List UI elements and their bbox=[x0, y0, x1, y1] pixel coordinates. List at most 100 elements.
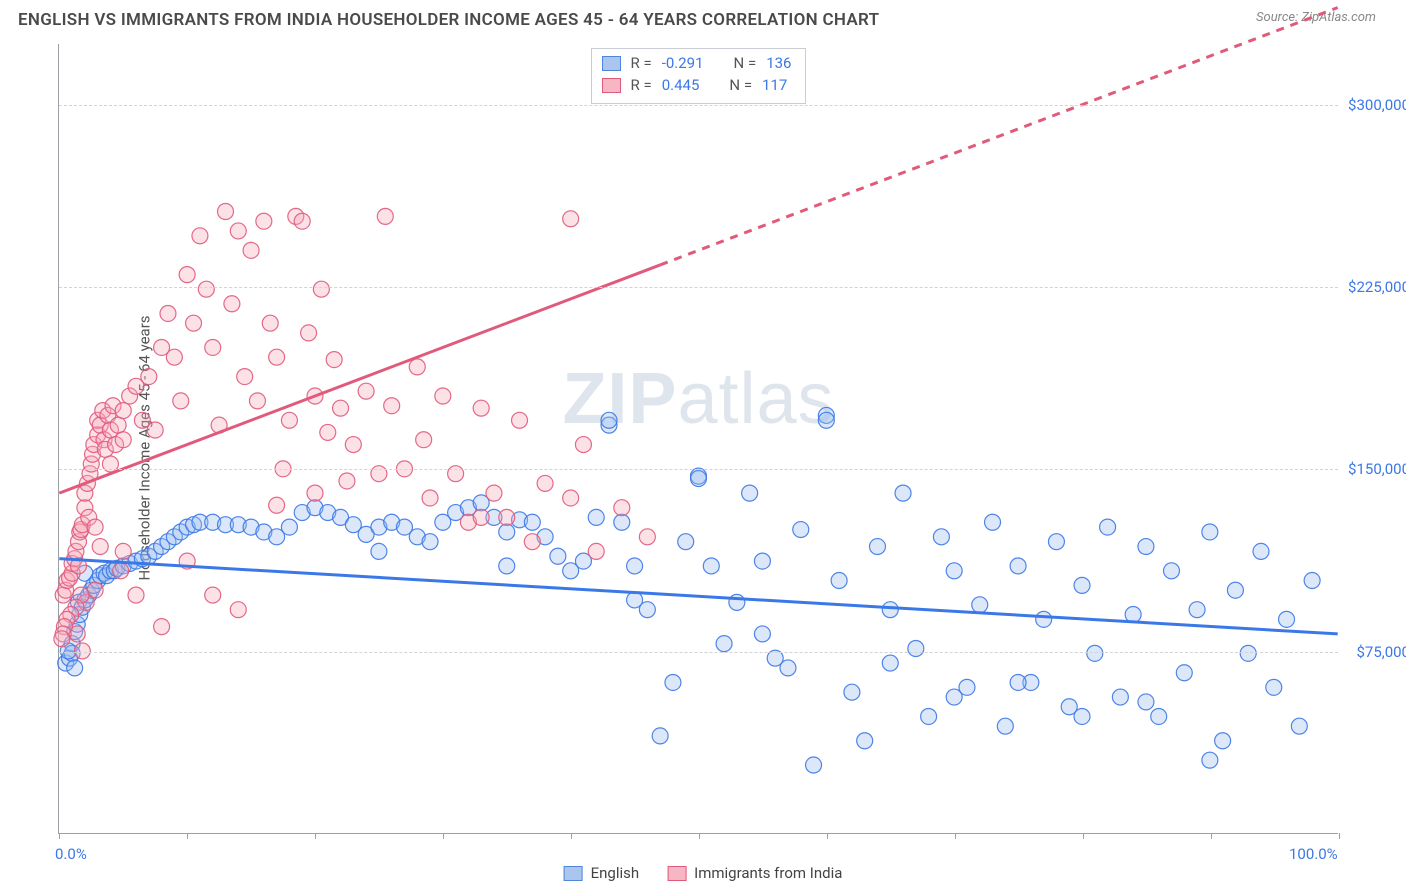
scatter-point bbox=[678, 534, 694, 550]
scatter-point bbox=[1291, 718, 1307, 734]
scatter-point bbox=[281, 412, 297, 428]
scatter-point bbox=[115, 543, 131, 559]
scatter-point bbox=[110, 417, 126, 433]
scatter-point bbox=[269, 349, 285, 365]
scatter-point bbox=[882, 655, 898, 671]
scatter-point bbox=[205, 587, 221, 603]
scatter-point bbox=[281, 519, 297, 535]
scatter-point bbox=[895, 485, 911, 501]
source-attribution: Source: ZipAtlas.com bbox=[1256, 10, 1376, 25]
gridline bbox=[59, 287, 1338, 288]
scatter-point bbox=[588, 509, 604, 525]
scatter-point bbox=[946, 689, 962, 705]
trend-line bbox=[59, 559, 1337, 634]
stat-value: 0.445 bbox=[662, 75, 700, 97]
scatter-point bbox=[524, 534, 540, 550]
gridline bbox=[59, 105, 1338, 106]
scatter-point bbox=[192, 228, 208, 244]
scatter-point bbox=[147, 422, 163, 438]
scatter-point bbox=[831, 573, 847, 589]
scatter-point bbox=[1266, 679, 1282, 695]
scatter-point bbox=[230, 223, 246, 239]
scatter-point bbox=[780, 660, 796, 676]
scatter-point bbox=[563, 490, 579, 506]
scatter-point bbox=[256, 213, 272, 229]
scatter-point bbox=[173, 393, 189, 409]
scatter-point bbox=[1202, 752, 1218, 768]
x-tick bbox=[59, 833, 60, 839]
stats-row: R =0.445N =117 bbox=[602, 75, 792, 97]
scatter-point bbox=[384, 398, 400, 414]
scatter-point bbox=[377, 208, 393, 224]
scatter-point bbox=[1074, 708, 1090, 724]
scatter-point bbox=[1074, 577, 1090, 593]
scatter-point bbox=[806, 757, 822, 773]
scatter-point bbox=[448, 466, 464, 482]
scatter-point bbox=[921, 708, 937, 724]
scatter-point bbox=[550, 548, 566, 564]
scatter-point bbox=[128, 587, 144, 603]
scatter-point bbox=[339, 473, 355, 489]
scatter-point bbox=[972, 597, 988, 613]
scatter-point bbox=[422, 490, 438, 506]
scatter-point bbox=[1227, 582, 1243, 598]
legend-swatch bbox=[602, 78, 621, 93]
scatter-point bbox=[499, 509, 515, 525]
scatter-point bbox=[882, 602, 898, 618]
scatter-point bbox=[1240, 645, 1256, 661]
scatter-point bbox=[1138, 539, 1154, 555]
scatter-point bbox=[601, 412, 617, 428]
stat-value: -0.291 bbox=[662, 53, 704, 75]
gridline bbox=[59, 652, 1338, 653]
scatter-point bbox=[563, 211, 579, 227]
scatter-point bbox=[205, 339, 221, 355]
scatter-point bbox=[115, 403, 131, 419]
scatter-point bbox=[588, 543, 604, 559]
scatter-point bbox=[160, 305, 176, 321]
scatter-point bbox=[691, 471, 707, 487]
x-tick bbox=[1211, 833, 1212, 839]
scatter-point bbox=[141, 369, 157, 385]
scatter-point bbox=[1010, 558, 1026, 574]
scatter-point bbox=[1164, 563, 1180, 579]
scatter-point bbox=[754, 626, 770, 642]
stat-value: 117 bbox=[762, 75, 787, 97]
scatter-point bbox=[179, 267, 195, 283]
scatter-point bbox=[409, 359, 425, 375]
scatter-point bbox=[230, 602, 246, 618]
plot-area: ZIPatlas R =-0.291N =136R =0.445N =117 $… bbox=[58, 44, 1338, 834]
scatter-point bbox=[742, 485, 758, 501]
legend-item: Immigrants from India bbox=[667, 864, 842, 882]
scatter-point bbox=[154, 619, 170, 635]
scatter-point bbox=[358, 383, 374, 399]
x-tick bbox=[187, 833, 188, 839]
scatter-point bbox=[269, 497, 285, 513]
scatter-point bbox=[320, 424, 336, 440]
scatter-point bbox=[1151, 708, 1167, 724]
scatter-point bbox=[1087, 645, 1103, 661]
scatter-point bbox=[243, 242, 259, 258]
scatter-point bbox=[218, 204, 234, 220]
scatter-point bbox=[537, 475, 553, 491]
y-tick-label: $225,000 bbox=[1342, 278, 1406, 296]
scatter-point bbox=[614, 514, 630, 530]
scatter-point bbox=[113, 563, 129, 579]
scatter-point bbox=[575, 437, 591, 453]
scatter-point bbox=[416, 432, 432, 448]
scatter-point bbox=[818, 412, 834, 428]
scatter-point bbox=[652, 728, 668, 744]
legend-swatch bbox=[667, 866, 686, 881]
page-title: ENGLISH VS IMMIGRANTS FROM INDIA HOUSEHO… bbox=[18, 10, 879, 30]
x-tick bbox=[827, 833, 828, 839]
x-tick bbox=[1083, 833, 1084, 839]
x-tick-label: 100.0% bbox=[1289, 845, 1338, 863]
scatter-point bbox=[1304, 573, 1320, 589]
stat-label: R = bbox=[631, 75, 652, 97]
correlation-stats-box: R =-0.291N =136R =0.445N =117 bbox=[591, 48, 807, 104]
scatter-point bbox=[908, 641, 924, 657]
scatter-point bbox=[345, 437, 361, 453]
x-tick bbox=[315, 833, 316, 839]
scatter-point bbox=[1253, 543, 1269, 559]
scatter-point bbox=[87, 519, 103, 535]
scatter-point bbox=[1176, 665, 1192, 681]
